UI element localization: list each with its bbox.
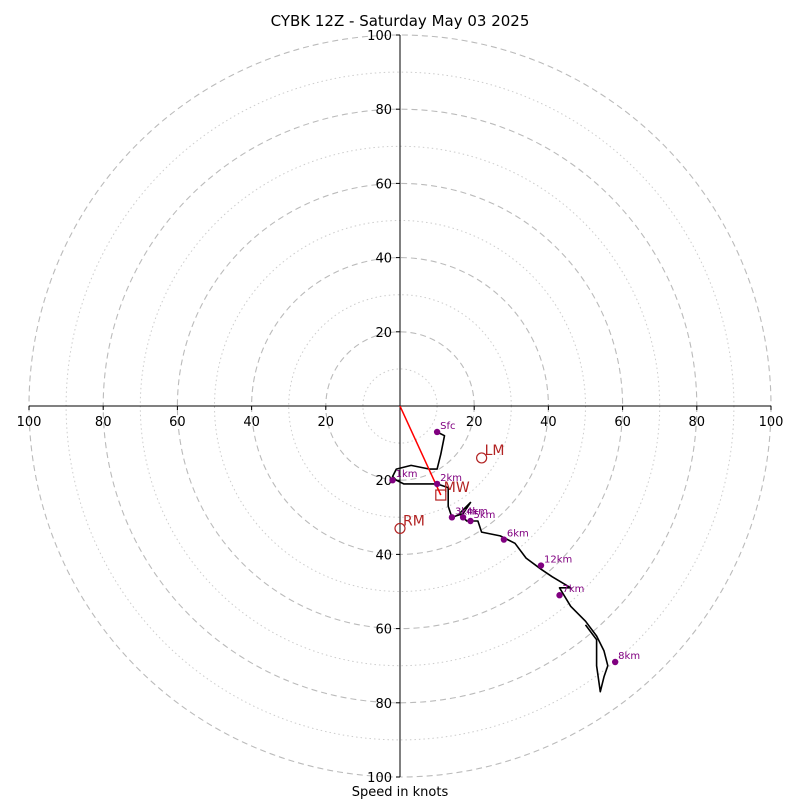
x-tick-label: 40 xyxy=(243,415,260,430)
x-tick-label: 80 xyxy=(689,415,706,430)
height-marker-label: 3km xyxy=(455,506,477,517)
height-marker-label: 2km xyxy=(440,473,462,484)
y-tick-label: 60 xyxy=(375,177,392,192)
height-marker-point xyxy=(556,592,563,599)
height-marker-label: 7km xyxy=(563,584,585,595)
chart-title: CYBK 12Z - Saturday May 03 2025 xyxy=(271,12,530,30)
height-marker-point xyxy=(433,428,441,436)
height-marker-label: 5km xyxy=(473,510,495,521)
storm-motion-vector xyxy=(399,405,442,496)
y-tick-label: 80 xyxy=(375,697,392,712)
x-axis-label: Speed in knots xyxy=(352,785,449,800)
y-tick-label: 60 xyxy=(375,623,392,638)
x-tick-label: 80 xyxy=(95,415,112,430)
motion-marker-rm xyxy=(394,522,406,535)
height-marker-point xyxy=(433,480,441,488)
height-marker-label: Sfc xyxy=(440,421,455,432)
height-marker-label: 1km xyxy=(396,469,418,480)
motion-marker-label: MW xyxy=(444,480,470,496)
x-tick-label: 100 xyxy=(17,415,42,430)
y-tick-label: 40 xyxy=(375,252,392,267)
x-tick-label: 100 xyxy=(759,415,784,430)
y-tick-label: 40 xyxy=(375,548,392,563)
x-tick-label: 20 xyxy=(466,415,483,430)
x-tick-label: 20 xyxy=(318,415,335,430)
y-tick-label: 100 xyxy=(367,771,392,786)
y-tick-label: 20 xyxy=(375,474,392,489)
height-marker-label: 6km xyxy=(507,529,529,540)
height-marker-point xyxy=(611,658,619,666)
motion-marker-lm xyxy=(476,452,488,464)
height-marker-label: 4km xyxy=(466,506,488,517)
x-tick-label: 60 xyxy=(614,415,631,430)
height-marker-point xyxy=(500,536,508,543)
storm-motion-markers: LM MW RM xyxy=(394,405,505,535)
height-marker-point xyxy=(459,514,467,521)
motion-marker-mw xyxy=(435,489,447,501)
height-marker-point xyxy=(448,514,456,521)
x-tick-label: 40 xyxy=(540,415,557,430)
motion-marker-label: RM xyxy=(403,513,425,529)
height-marker-label: 12km xyxy=(544,555,572,566)
y-tick-label: 80 xyxy=(375,103,392,118)
motion-marker-label: LM xyxy=(485,443,505,459)
tick-labels: 100 80 60 40 20 20 40 60 80 100 100 80 60 40 20 20 40 60 8… xyxy=(17,29,784,786)
height-marker-point xyxy=(389,477,396,484)
x-tick-label: 60 xyxy=(169,415,186,430)
height-marker-point xyxy=(537,562,545,569)
y-tick-label: 100 xyxy=(367,29,392,44)
y-tick-label: 20 xyxy=(375,326,392,341)
height-marker-label: 8km xyxy=(618,651,640,662)
height-marker-point xyxy=(467,517,474,525)
